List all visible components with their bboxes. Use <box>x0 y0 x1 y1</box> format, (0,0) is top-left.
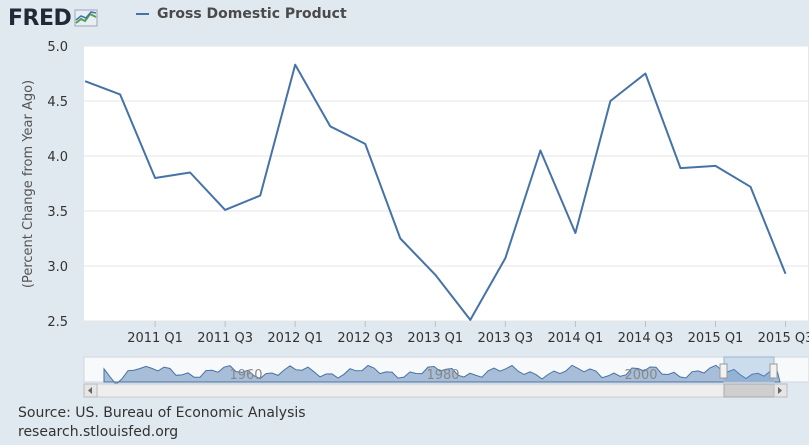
y-tick-label: 3.0 <box>47 260 68 275</box>
x-axis-ticks: 2011 Q1 2011 Q3 2012 Q1 2012 Q3 2013 Q1 2013 … <box>127 321 809 346</box>
series-line-gdp <box>84 63 787 321</box>
x-tick-label: 2014 Q1 <box>548 331 604 346</box>
x-tick-label: 2015 Q1 <box>688 331 744 346</box>
navigator-year-label: 1960 <box>229 368 262 383</box>
y-tick-label: 5.0 <box>47 40 68 55</box>
y-tick-label: 4.0 <box>47 150 68 165</box>
navigator-series-area <box>103 364 781 386</box>
chart-header: FRED Gross Domestic Product <box>0 0 809 36</box>
navigator-left-handle <box>719 363 728 379</box>
x-tick-label: 2011 Q3 <box>197 331 253 346</box>
navigator-selection <box>723 356 775 383</box>
fred-logo[interactable]: FRED <box>8 3 98 33</box>
range-navigator[interactable]: 1960 1980 2000 <box>83 356 809 398</box>
grid-lines <box>84 45 809 322</box>
x-tick-label: 2013 Q3 <box>477 331 533 346</box>
source-line: Source: US. Bureau of Economic Analysis <box>18 405 306 421</box>
fred-logo-text: FRED <box>8 5 72 31</box>
navigator-year-label: 1980 <box>426 368 459 383</box>
y-tick-label: 4.5 <box>47 95 68 110</box>
x-tick-label: 2012 Q1 <box>267 331 323 346</box>
y-tick-label: 2.5 <box>47 315 68 330</box>
y-tick-label: 3.5 <box>47 205 68 220</box>
scroll-left-arrow-icon <box>88 387 92 394</box>
legend-swatch <box>136 13 149 15</box>
scroll-right-arrow-icon <box>778 387 782 394</box>
fred-graph-icon <box>74 9 98 27</box>
plot-area <box>84 46 808 321</box>
navigator-right-handle <box>769 363 778 379</box>
scrollbar-thumb <box>723 383 775 398</box>
site-line[interactable]: research.stlouisfed.org <box>18 424 179 440</box>
scrollbar-track <box>83 383 774 398</box>
source-note: Source: US. Bureau of Economic Analysis … <box>18 404 306 442</box>
series-layer <box>84 63 787 321</box>
y-axis-ticks: 5.0 4.5 4.0 3.5 3.0 2.5 <box>47 40 68 330</box>
x-tick-label: 2015 Q3 <box>758 331 809 346</box>
x-tick-label: 2014 Q3 <box>618 331 674 346</box>
gdp-chart: 5.0 4.5 4.0 3.5 3.0 2.5 2011 Q1 2011 Q3 2012 Q1… <box>21 40 809 398</box>
navigator-year-label: 2000 <box>624 368 657 383</box>
x-tick-label: 2011 Q1 <box>127 331 183 346</box>
y-axis-title: (Percent Change from Year Ago) <box>21 80 36 288</box>
x-tick-label: 2013 Q1 <box>407 331 463 346</box>
plot-background <box>84 46 808 321</box>
legend-label: Gross Domestic Product <box>157 6 347 22</box>
chart-legend: Gross Domestic Product <box>136 6 347 22</box>
x-tick-label: 2012 Q3 <box>337 331 393 346</box>
